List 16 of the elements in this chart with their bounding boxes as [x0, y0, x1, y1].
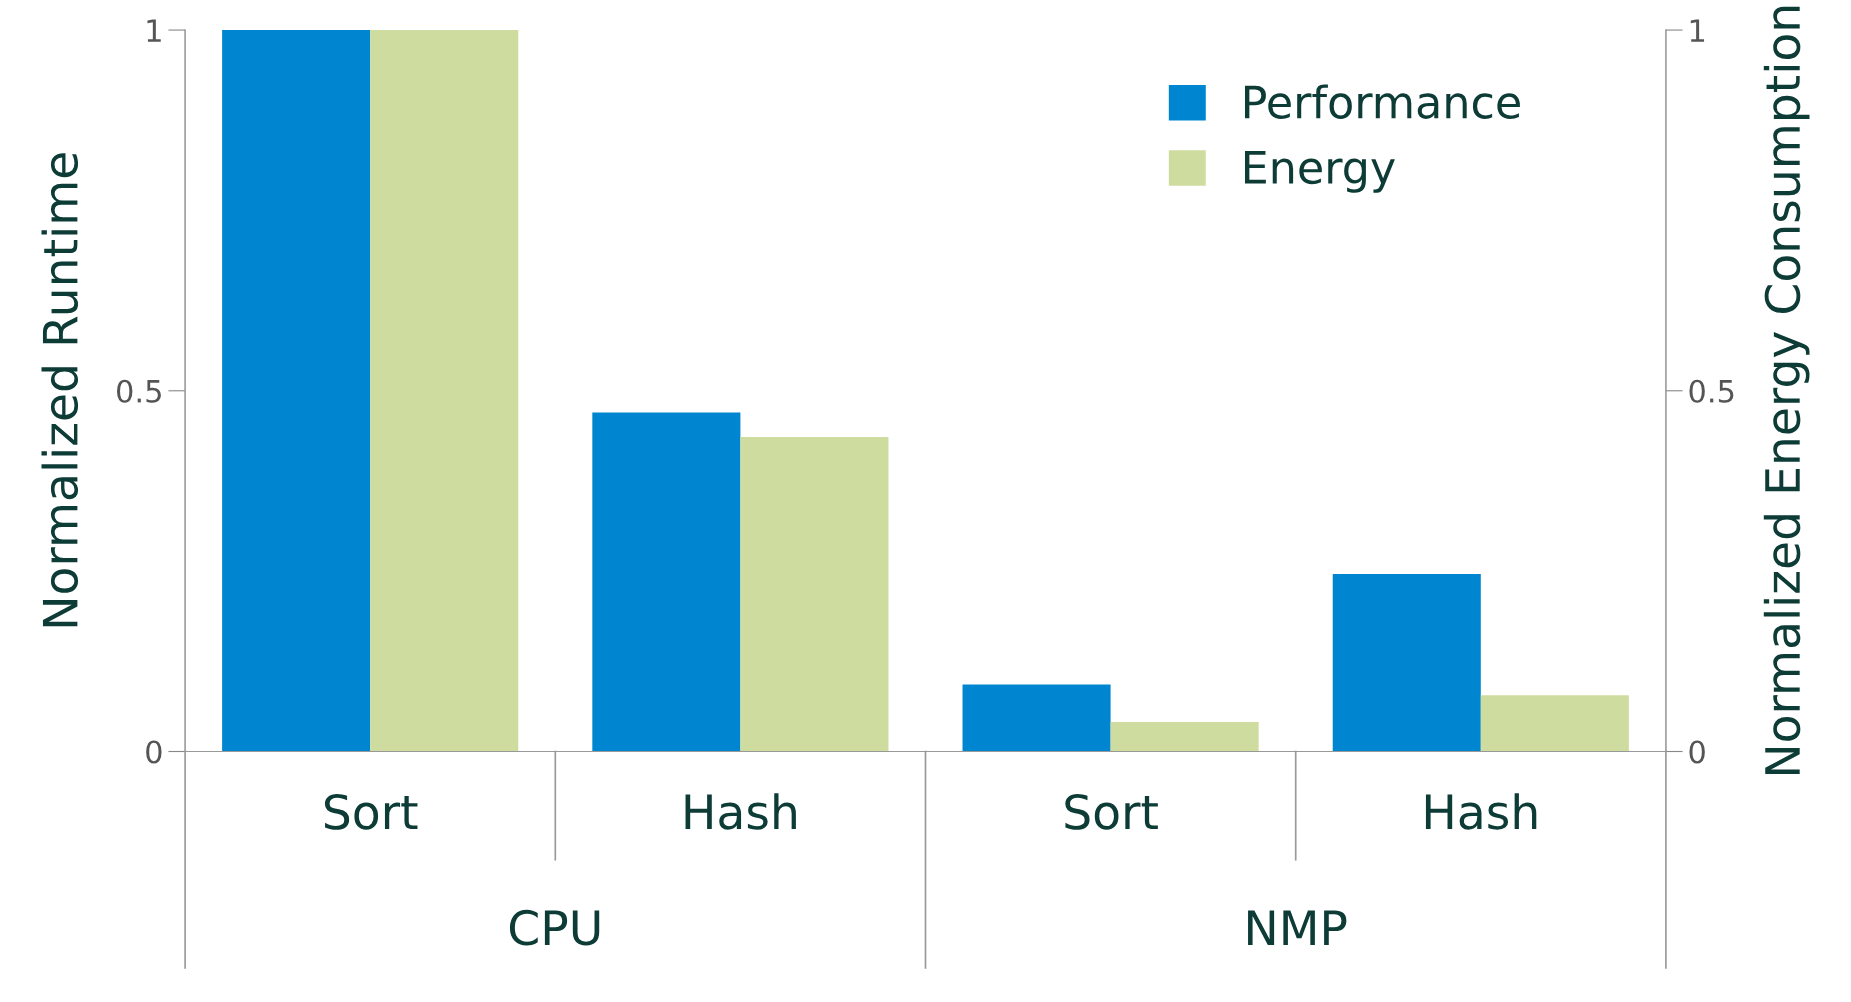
- x-tick-label: Hash: [1425, 793, 1537, 830]
- y2-tick-label: 0: [1689, 740, 1705, 764]
- legend-label: Energy: [1244, 151, 1395, 193]
- text: NMP: [1248, 910, 1347, 945]
- x-tick-label: Sort: [1065, 794, 1158, 830]
- y-axis-title: Normalized Runtime: [41, 153, 79, 627]
- y2-tick-label: 1: [1690, 19, 1705, 42]
- x-tick-label: Hash: [685, 793, 796, 830]
- text: CPU: [509, 909, 600, 946]
- x-tick-label: Sort: [324, 794, 418, 830]
- y2-axis-title: Normalized Energy Consumption: [1763, 6, 1810, 775]
- y-tick-label: 0.5: [116, 379, 161, 403]
- y-tick-label: 0: [146, 740, 162, 764]
- legend-label: Performance: [1244, 84, 1520, 119]
- y-tick-label: 1: [147, 19, 161, 42]
- y2-tick-label: 0.5: [1689, 379, 1734, 403]
